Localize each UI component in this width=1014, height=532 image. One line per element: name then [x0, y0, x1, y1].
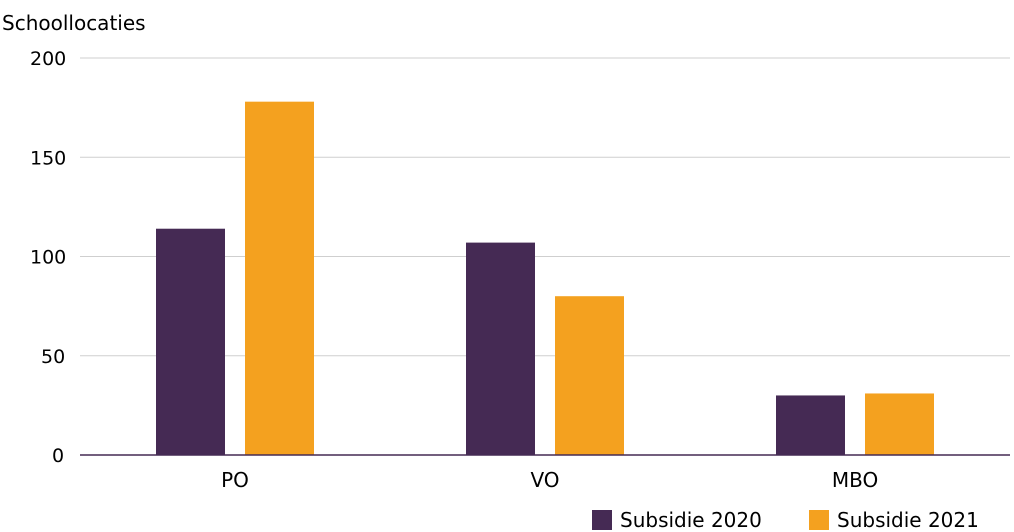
- x-axis-categories: PO VO MBO: [221, 468, 878, 492]
- x-category-label: PO: [221, 468, 249, 492]
- y-tick-label: 200: [30, 48, 66, 70]
- y-tick-label: 150: [30, 147, 66, 169]
- x-category-label: VO: [530, 468, 559, 492]
- bar-mbo-subsidie-2020: [776, 395, 845, 455]
- y-axis-title: Schoollocaties: [2, 11, 146, 35]
- legend: Subsidie 2020 Subsidie 2021: [592, 508, 979, 532]
- bar-po-subsidie-2020: [156, 228, 225, 455]
- legend-swatch: [592, 510, 612, 530]
- legend-label: Subsidie 2020: [620, 508, 762, 532]
- bar-po-subsidie-2021: [245, 101, 314, 456]
- y-tick-label: 50: [41, 346, 65, 368]
- gridlines: [80, 57, 1010, 357]
- y-tick-label: 0: [52, 445, 64, 467]
- y-tick-label: 100: [30, 247, 66, 269]
- bar-mbo-subsidie-2021: [865, 393, 934, 455]
- x-category-label: MBO: [832, 468, 878, 492]
- bars: [156, 101, 934, 456]
- bar-vo-subsidie-2020: [466, 242, 535, 455]
- legend-label: Subsidie 2021: [837, 508, 979, 532]
- y-axis-ticks: 0 50 100 150 200: [30, 48, 66, 467]
- bar-vo-subsidie-2021: [555, 296, 624, 455]
- legend-swatch: [809, 510, 829, 530]
